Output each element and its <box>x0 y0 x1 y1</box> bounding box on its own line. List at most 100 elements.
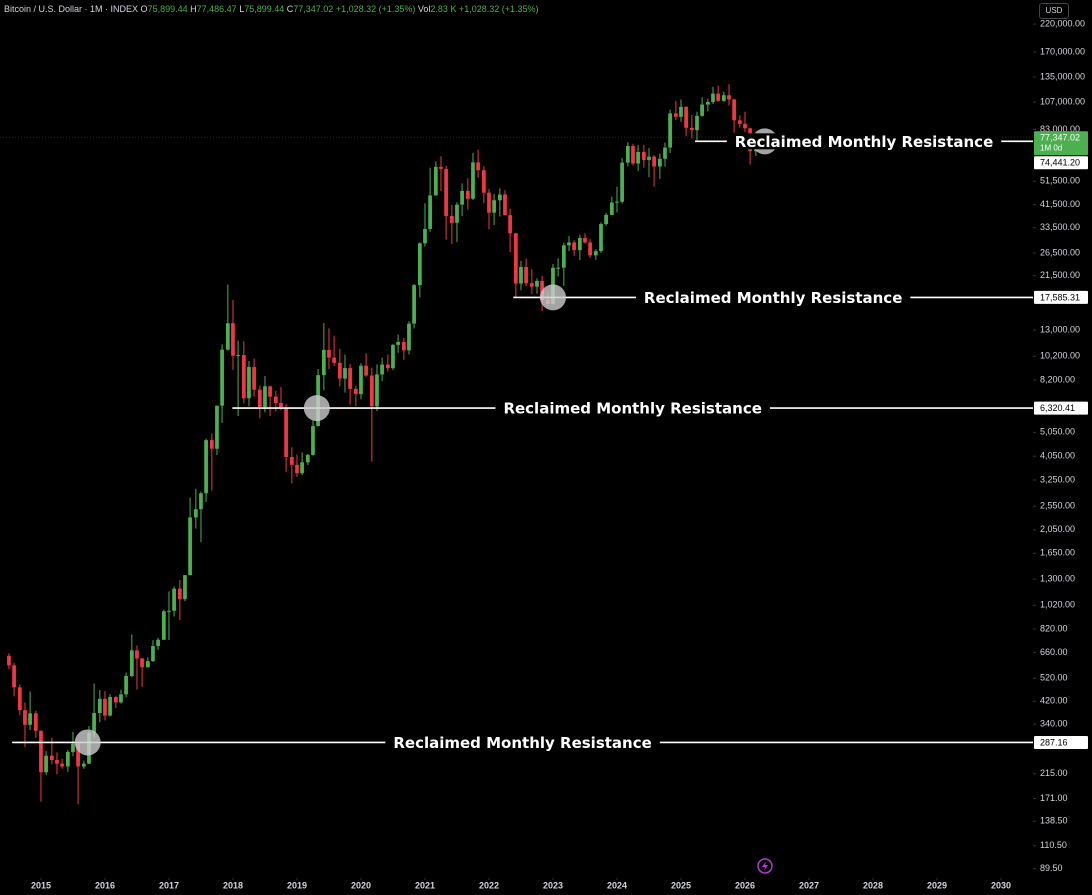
candle-body <box>631 145 635 164</box>
x-tick-label: 2022 <box>479 880 499 890</box>
x-tick-label: 2019 <box>287 880 307 890</box>
candle-body <box>108 697 112 716</box>
x-tick-label: 2021 <box>415 880 435 890</box>
candle-body <box>588 242 592 256</box>
y-tick-label: 2,050.00 <box>1040 524 1075 534</box>
candle-body <box>519 266 523 284</box>
price-label-bg <box>1034 401 1088 415</box>
candle-body <box>124 675 128 695</box>
candle-body <box>529 283 534 287</box>
y-tick-label: 13,000.00 <box>1040 324 1080 334</box>
level-text-bg <box>495 400 770 417</box>
candle-body <box>695 115 699 131</box>
candle-body <box>151 646 155 662</box>
candle-body <box>263 386 267 407</box>
candle-body <box>332 357 336 363</box>
candle-body <box>487 192 491 213</box>
candle-body <box>236 355 240 357</box>
price-axis: 220,000.00 170,000.00 135,000.00 107,000.00… <box>1033 19 1085 873</box>
x-tick-label: 2026 <box>735 880 755 890</box>
candle-body <box>231 323 235 356</box>
volume: 2.83 K <box>430 4 457 14</box>
candle-body <box>583 237 587 243</box>
y-tick-label: 51,500.00 <box>1040 176 1080 186</box>
candle-body <box>311 426 315 455</box>
candle-body <box>428 195 432 229</box>
candle-body <box>76 743 80 767</box>
candle-body <box>209 440 214 449</box>
change: +1,028.32 (+1.35%) <box>335 4 416 14</box>
bolt-icon[interactable] <box>757 858 773 874</box>
candle-body <box>412 285 416 324</box>
volume-key: Vol <box>417 4 431 14</box>
candle-body <box>668 113 672 148</box>
price-label: 6,320.41 <box>1034 401 1088 415</box>
y-tick-label: 420.00 <box>1040 696 1068 706</box>
candle-body <box>364 365 368 376</box>
candle-body <box>321 349 326 376</box>
candle-body <box>348 368 352 389</box>
candle-body <box>305 454 310 463</box>
candle-body <box>220 349 224 406</box>
currency-button[interactable]: USD <box>1039 3 1069 19</box>
candle-body <box>257 389 262 407</box>
candle-body <box>188 517 192 576</box>
x-tick-label: 2017 <box>159 880 179 890</box>
ohlc-key: L <box>239 4 245 14</box>
candle-body <box>183 575 187 600</box>
candle-body <box>625 145 630 163</box>
candle-body <box>71 743 75 752</box>
candle-body <box>273 396 278 403</box>
y-tick-label: 2,550.00 <box>1040 501 1075 511</box>
candle-body <box>380 364 384 375</box>
candle-body <box>327 349 331 358</box>
candle-body <box>636 151 640 164</box>
candle-body <box>156 639 160 647</box>
candle-body <box>716 93 720 101</box>
candle-body <box>172 588 176 611</box>
reclaim-marker <box>539 284 566 311</box>
price-label-bg <box>1034 290 1088 304</box>
candle-body <box>503 194 507 216</box>
x-tick-label: 2028 <box>863 880 883 890</box>
candle-body <box>556 267 560 269</box>
candle-body <box>113 697 118 703</box>
candle-body <box>455 204 459 223</box>
candle-body <box>193 509 198 518</box>
candle-body <box>49 755 54 761</box>
y-tick-label: 5,050.00 <box>1040 427 1075 437</box>
resistance-level: Reclaimed Monthly Resistance <box>12 729 1033 756</box>
candle-body <box>684 106 688 128</box>
candle-body <box>60 763 64 767</box>
y-tick-label: 89.50 <box>1040 863 1063 873</box>
y-tick-label: 107,000.00 <box>1040 96 1085 106</box>
price-label-bg <box>1034 131 1088 156</box>
candle-body <box>652 156 656 167</box>
candle-body <box>295 464 299 474</box>
reclaim-marker <box>303 395 330 422</box>
candle-body <box>215 405 219 449</box>
candle-body <box>12 665 16 688</box>
ohlc-key: H <box>190 4 197 14</box>
candle-body <box>177 588 182 600</box>
level-price-label: 74,441.20 <box>1040 158 1080 168</box>
candle-body <box>401 341 406 351</box>
candle-body <box>199 493 203 510</box>
ohlc-value: 75,899.44 <box>147 4 188 14</box>
candle-body <box>103 698 107 716</box>
ohlc-key: C <box>286 4 294 14</box>
candle-body <box>225 323 230 350</box>
candle-body <box>369 375 374 407</box>
candle-body <box>284 407 288 458</box>
x-tick-label: 2030 <box>991 880 1011 890</box>
candle-body <box>604 214 608 225</box>
y-tick-label: 4,050.00 <box>1040 451 1075 461</box>
candle-body <box>439 166 443 169</box>
candle-body <box>268 386 272 397</box>
level-text-bg <box>635 289 911 306</box>
resistance-level: Reclaimed Monthly Resistance <box>513 284 1033 311</box>
level-price-label: 17,585.31 <box>1040 292 1080 302</box>
candle-body <box>204 440 208 494</box>
candle-body <box>743 123 747 129</box>
y-tick-label: 520.00 <box>1040 673 1068 683</box>
